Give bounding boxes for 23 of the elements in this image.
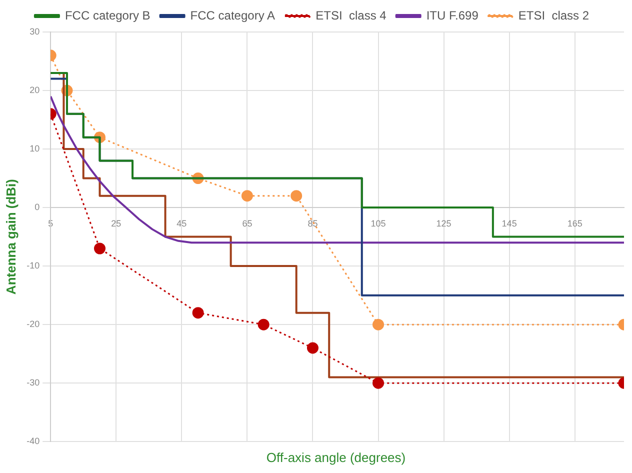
legend-label: ITU F.699 [426, 8, 479, 22]
x-tick-label: 125 [436, 218, 452, 228]
x-tick-label: 45 [176, 218, 187, 228]
legend-label: FCC category A [190, 8, 276, 22]
x-tick-label: 145 [502, 218, 517, 228]
x-tick-label: 85 [308, 218, 318, 228]
y-tick-label: 0 [34, 202, 40, 212]
y-tick-label: -10 [26, 260, 40, 271]
x-tick-label: 105 [370, 218, 386, 228]
x-tick-label: 65 [242, 218, 252, 228]
y-tick-label: 10 [30, 144, 40, 154]
y-tick-label: -30 [26, 378, 40, 388]
x-axis-title: Off-axis angle (degrees) [265, 450, 407, 465]
x-tick-label: 25 [111, 218, 122, 228]
y-tick-label: 30 [30, 26, 40, 36]
legend-label: ETSI class 2 [518, 8, 590, 22]
legend-label: ETSI class 4 [316, 8, 387, 22]
y-tick-label: -40 [26, 436, 40, 446]
x-tick-label: 165 [567, 218, 582, 228]
y-axis-title: Antenna gain (dBi) [3, 179, 18, 295]
y-tick-label: -20 [26, 319, 40, 330]
y-tick-label: 20 [30, 85, 40, 95]
legend-label: FCC category B [64, 8, 150, 22]
